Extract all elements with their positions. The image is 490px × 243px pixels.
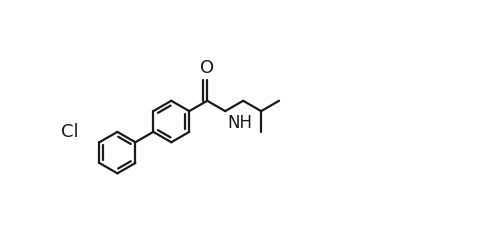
Text: Cl: Cl <box>61 123 79 141</box>
Text: O: O <box>200 59 214 77</box>
Text: NH: NH <box>227 114 252 132</box>
